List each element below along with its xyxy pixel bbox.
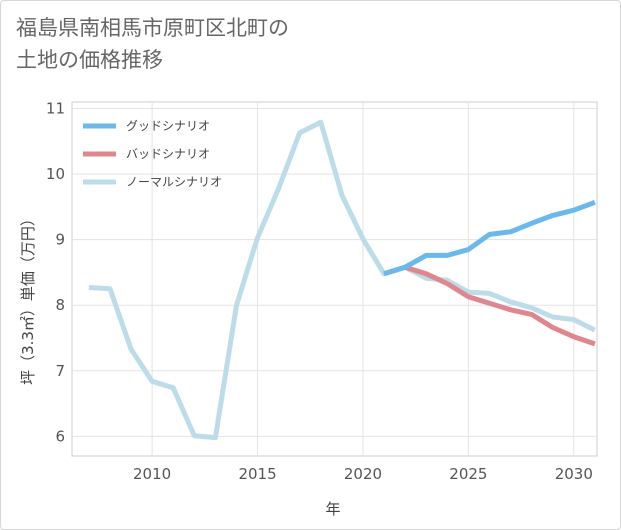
y-tick-label: 10 xyxy=(46,165,65,183)
x-axis-label: 年 xyxy=(325,500,340,518)
legend-label-3: ノーマルシナリオ xyxy=(126,175,222,189)
gridlines xyxy=(72,102,597,456)
y-tick-label: 7 xyxy=(55,362,65,380)
legend-label-1: グッドシナリオ xyxy=(126,119,210,133)
chart-title: 福島県南相馬市原町区北町の 土地の価格推移 xyxy=(16,12,289,76)
y-tick-label: 11 xyxy=(46,100,65,118)
x-tick-label: 2010 xyxy=(133,465,171,483)
series-line-2 xyxy=(383,264,596,347)
y-tick-label: 8 xyxy=(55,296,65,314)
y-tick-label: 9 xyxy=(55,231,65,249)
chart-title-line-1: 福島県南相馬市原町区北町の xyxy=(16,16,289,40)
y-axis-label: 坪（3.3㎡）単価（万円） xyxy=(19,211,37,385)
chart-title-line-2: 土地の価格推移 xyxy=(16,48,163,72)
series-lines xyxy=(88,119,597,441)
x-tick-label: 2020 xyxy=(344,465,382,483)
axis-ticks: 2010 2015 2020 2025 2030 6 7 8 9 10 11 xyxy=(46,100,593,483)
y-tick-label: 6 xyxy=(55,427,65,445)
x-tick-label: 2015 xyxy=(238,465,276,483)
series-line-1 xyxy=(383,199,596,277)
x-tick-label: 2030 xyxy=(555,465,593,483)
x-tick-label: 2025 xyxy=(449,465,487,483)
series-line-3 xyxy=(88,119,597,441)
legend-label-2: バッドシナリオ xyxy=(126,147,210,161)
